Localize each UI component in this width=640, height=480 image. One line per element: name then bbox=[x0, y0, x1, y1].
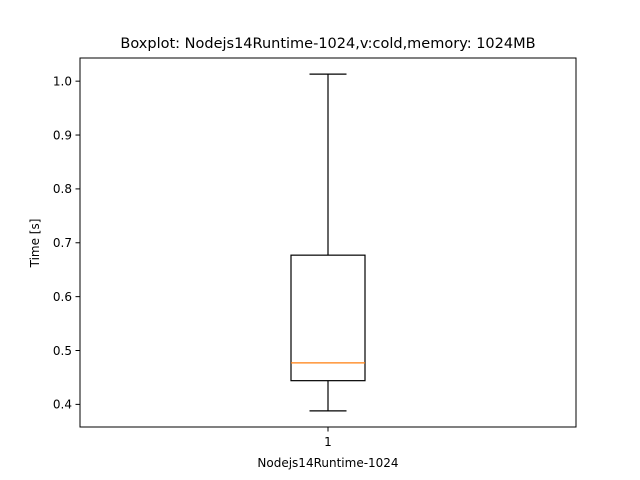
plot-frame bbox=[79, 57, 577, 428]
x-axis-label: Nodejs14Runtime-1024 bbox=[257, 456, 398, 470]
y-tick-label: 0.4 bbox=[53, 398, 72, 412]
y-tick-label: 0.9 bbox=[53, 128, 72, 142]
y-axis-label: Time [s] bbox=[28, 219, 42, 269]
y-tick-label: 0.5 bbox=[53, 344, 72, 358]
plot-area: 0.4 0.5 0.6 0.7 0.8 0.9 1.0 1 bbox=[53, 57, 577, 449]
box-iqr bbox=[290, 254, 366, 382]
chart-title: Boxplot: Nodejs14Runtime-1024,v:cold,mem… bbox=[120, 36, 535, 52]
y-tick-label: 0.7 bbox=[53, 236, 72, 250]
y-tick-label: 1.0 bbox=[53, 74, 72, 88]
x-tick-label: 1 bbox=[324, 435, 332, 449]
y-tick-label: 0.6 bbox=[53, 290, 72, 304]
y-tick-label: 0.8 bbox=[53, 182, 72, 196]
